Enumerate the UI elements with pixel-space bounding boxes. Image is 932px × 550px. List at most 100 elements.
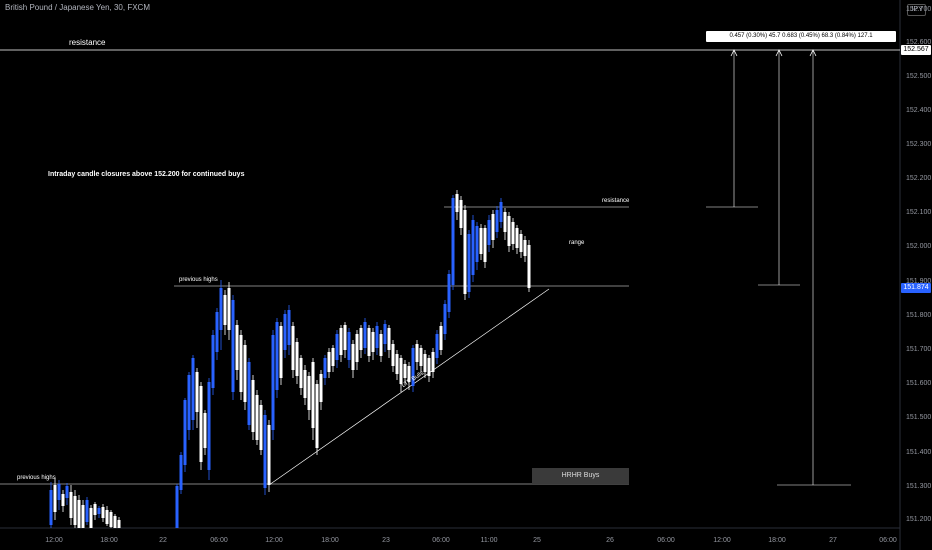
- candle-body: [227, 288, 231, 330]
- candle-body: [443, 304, 447, 334]
- candle-body: [207, 382, 211, 470]
- price-tick: 152.400: [906, 107, 932, 114]
- candle-body: [363, 322, 367, 348]
- time-tick: 11:00: [480, 537, 498, 544]
- price-tick: 152.500: [906, 73, 932, 80]
- candle-body: [303, 370, 307, 398]
- time-tick: 22: [159, 537, 167, 544]
- candle-body: [499, 202, 503, 222]
- candle-body: [427, 358, 431, 376]
- candle-body: [515, 228, 519, 248]
- price-tick: 152.100: [906, 209, 932, 216]
- candle-body: [411, 348, 415, 386]
- price-tick: 152.300: [906, 141, 932, 148]
- price-tick: 151.700: [906, 346, 932, 353]
- candle-body: [431, 352, 435, 372]
- candle-body: [275, 322, 279, 390]
- price-tick: 151.600: [906, 380, 932, 387]
- symbol-title: British Pound / Japanese Yen, 30, FXCM: [5, 3, 150, 12]
- candle-body: [259, 405, 263, 450]
- candle-body: [231, 300, 235, 392]
- time-tick: 06:00: [210, 537, 228, 544]
- arrow-head-icon: [775, 49, 783, 57]
- candle-body: [527, 245, 531, 288]
- candle-body: [263, 415, 267, 488]
- candle-body: [343, 325, 347, 350]
- time-tick: 26: [606, 537, 614, 544]
- candle-body: [447, 274, 451, 312]
- candle-body: [57, 484, 61, 500]
- current-price-tag: 151.874: [901, 283, 931, 293]
- candle-body: [323, 358, 327, 378]
- candle-body: [391, 344, 395, 366]
- candle-body: [117, 520, 121, 528]
- price-tick: 152.600: [906, 39, 932, 46]
- candle-body: [65, 486, 69, 498]
- arrow-head-icon: [809, 49, 817, 57]
- price-tick: 151.500: [906, 414, 932, 421]
- candle-body: [283, 314, 287, 350]
- candle-body: [271, 335, 275, 430]
- candle-body: [399, 358, 403, 384]
- candle-body: [327, 352, 331, 372]
- time-tick: 18:00: [321, 537, 339, 544]
- candle-body: [251, 380, 255, 432]
- candle-body: [523, 240, 527, 256]
- candle-body: [311, 362, 315, 428]
- candle-body: [375, 326, 379, 348]
- candle-body: [423, 354, 427, 372]
- candle-body: [511, 222, 515, 244]
- time-tick: 06:00: [879, 537, 897, 544]
- candle-body: [319, 374, 323, 402]
- range-label: range: [569, 240, 585, 246]
- candle-body: [351, 344, 355, 370]
- candle-body: [403, 364, 407, 378]
- price-tick: 151.300: [906, 483, 932, 490]
- candle-body: [191, 358, 195, 420]
- candle-body: [415, 344, 419, 362]
- candle-body: [435, 334, 439, 358]
- candle-body: [105, 510, 109, 524]
- candle-body: [315, 384, 319, 448]
- time-tick: 27: [829, 537, 837, 544]
- candle-body: [467, 234, 471, 292]
- price-tick: 152.000: [906, 243, 932, 250]
- candle-body: [451, 198, 455, 285]
- previous-highs-label: previous highs: [179, 277, 218, 283]
- resistance-label-small: resistance: [602, 198, 630, 204]
- candle-body: [203, 413, 207, 448]
- candle-body: [291, 326, 295, 370]
- candle-body: [109, 512, 113, 527]
- candle-body: [183, 400, 187, 465]
- candle-body: [339, 328, 343, 355]
- candle-body: [307, 376, 311, 410]
- candle-body: [395, 354, 399, 374]
- candle-body: [459, 200, 463, 228]
- candle-body: [487, 220, 491, 245]
- candle-body: [211, 335, 215, 388]
- candle-body: [101, 507, 105, 518]
- candle-body: [81, 505, 85, 528]
- time-tick: 12:00: [45, 537, 63, 544]
- candle-body: [519, 234, 523, 252]
- candle-body: [419, 348, 423, 366]
- candle-body: [239, 335, 243, 392]
- price-tick: 152.200: [906, 175, 932, 182]
- candle-body: [455, 194, 459, 212]
- candle-body: [223, 295, 227, 325]
- arrow-head-icon: [730, 49, 738, 57]
- price-tick: 151.200: [906, 516, 932, 523]
- candle-body: [331, 348, 335, 366]
- candle-body: [179, 455, 183, 490]
- candle-body: [243, 345, 247, 402]
- candle-body: [219, 288, 223, 330]
- candle-body: [471, 220, 475, 275]
- candle-body: [299, 358, 303, 388]
- measure-readout: 0.457 (0.30%) 45.7 0.683 (0.45%) 68.3 (0…: [706, 31, 896, 42]
- candle-body: [507, 216, 511, 246]
- currency-badge[interactable]: JPY: [907, 4, 926, 16]
- candle-body: [49, 490, 53, 525]
- candle-body: [491, 214, 495, 240]
- candle-body: [479, 228, 483, 254]
